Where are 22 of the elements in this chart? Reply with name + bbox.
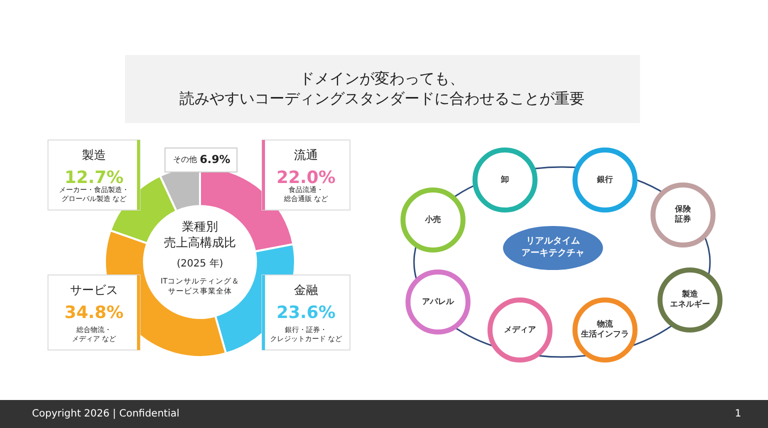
slice-label: 流通 — [294, 148, 318, 164]
text: 卸 — [501, 174, 509, 186]
text: ドメインが変わっても、読みやすいコーディングスタンダードに合わせることが重要 — [180, 70, 584, 108]
text: 1 — [734, 408, 742, 420]
text: (2025 年) — [176, 258, 224, 270]
text: 物流生活インフラ — [581, 320, 629, 340]
text: Copyright 2026 | Confidential — [32, 408, 180, 420]
text: アパレル — [422, 296, 454, 308]
text: リアルタイムアーキテクチャ — [522, 236, 584, 260]
data-label: 6.9% — [200, 152, 230, 168]
slice-label: その他 — [173, 154, 197, 166]
text: メディア — [504, 324, 536, 336]
data-label: 34.8% — [64, 302, 124, 324]
text: 製造エネルギー — [670, 290, 710, 310]
data-label: 23.6% — [276, 302, 336, 324]
text: 小売 — [425, 214, 441, 226]
text: 業種別売上高構成比 — [164, 219, 236, 251]
slice-label: サービス — [70, 283, 118, 299]
slice-label: 金融 — [294, 283, 318, 299]
text: 銀行 — [597, 174, 613, 186]
slice-label: 製造 — [82, 148, 106, 164]
text: 保険証券 — [675, 204, 691, 226]
